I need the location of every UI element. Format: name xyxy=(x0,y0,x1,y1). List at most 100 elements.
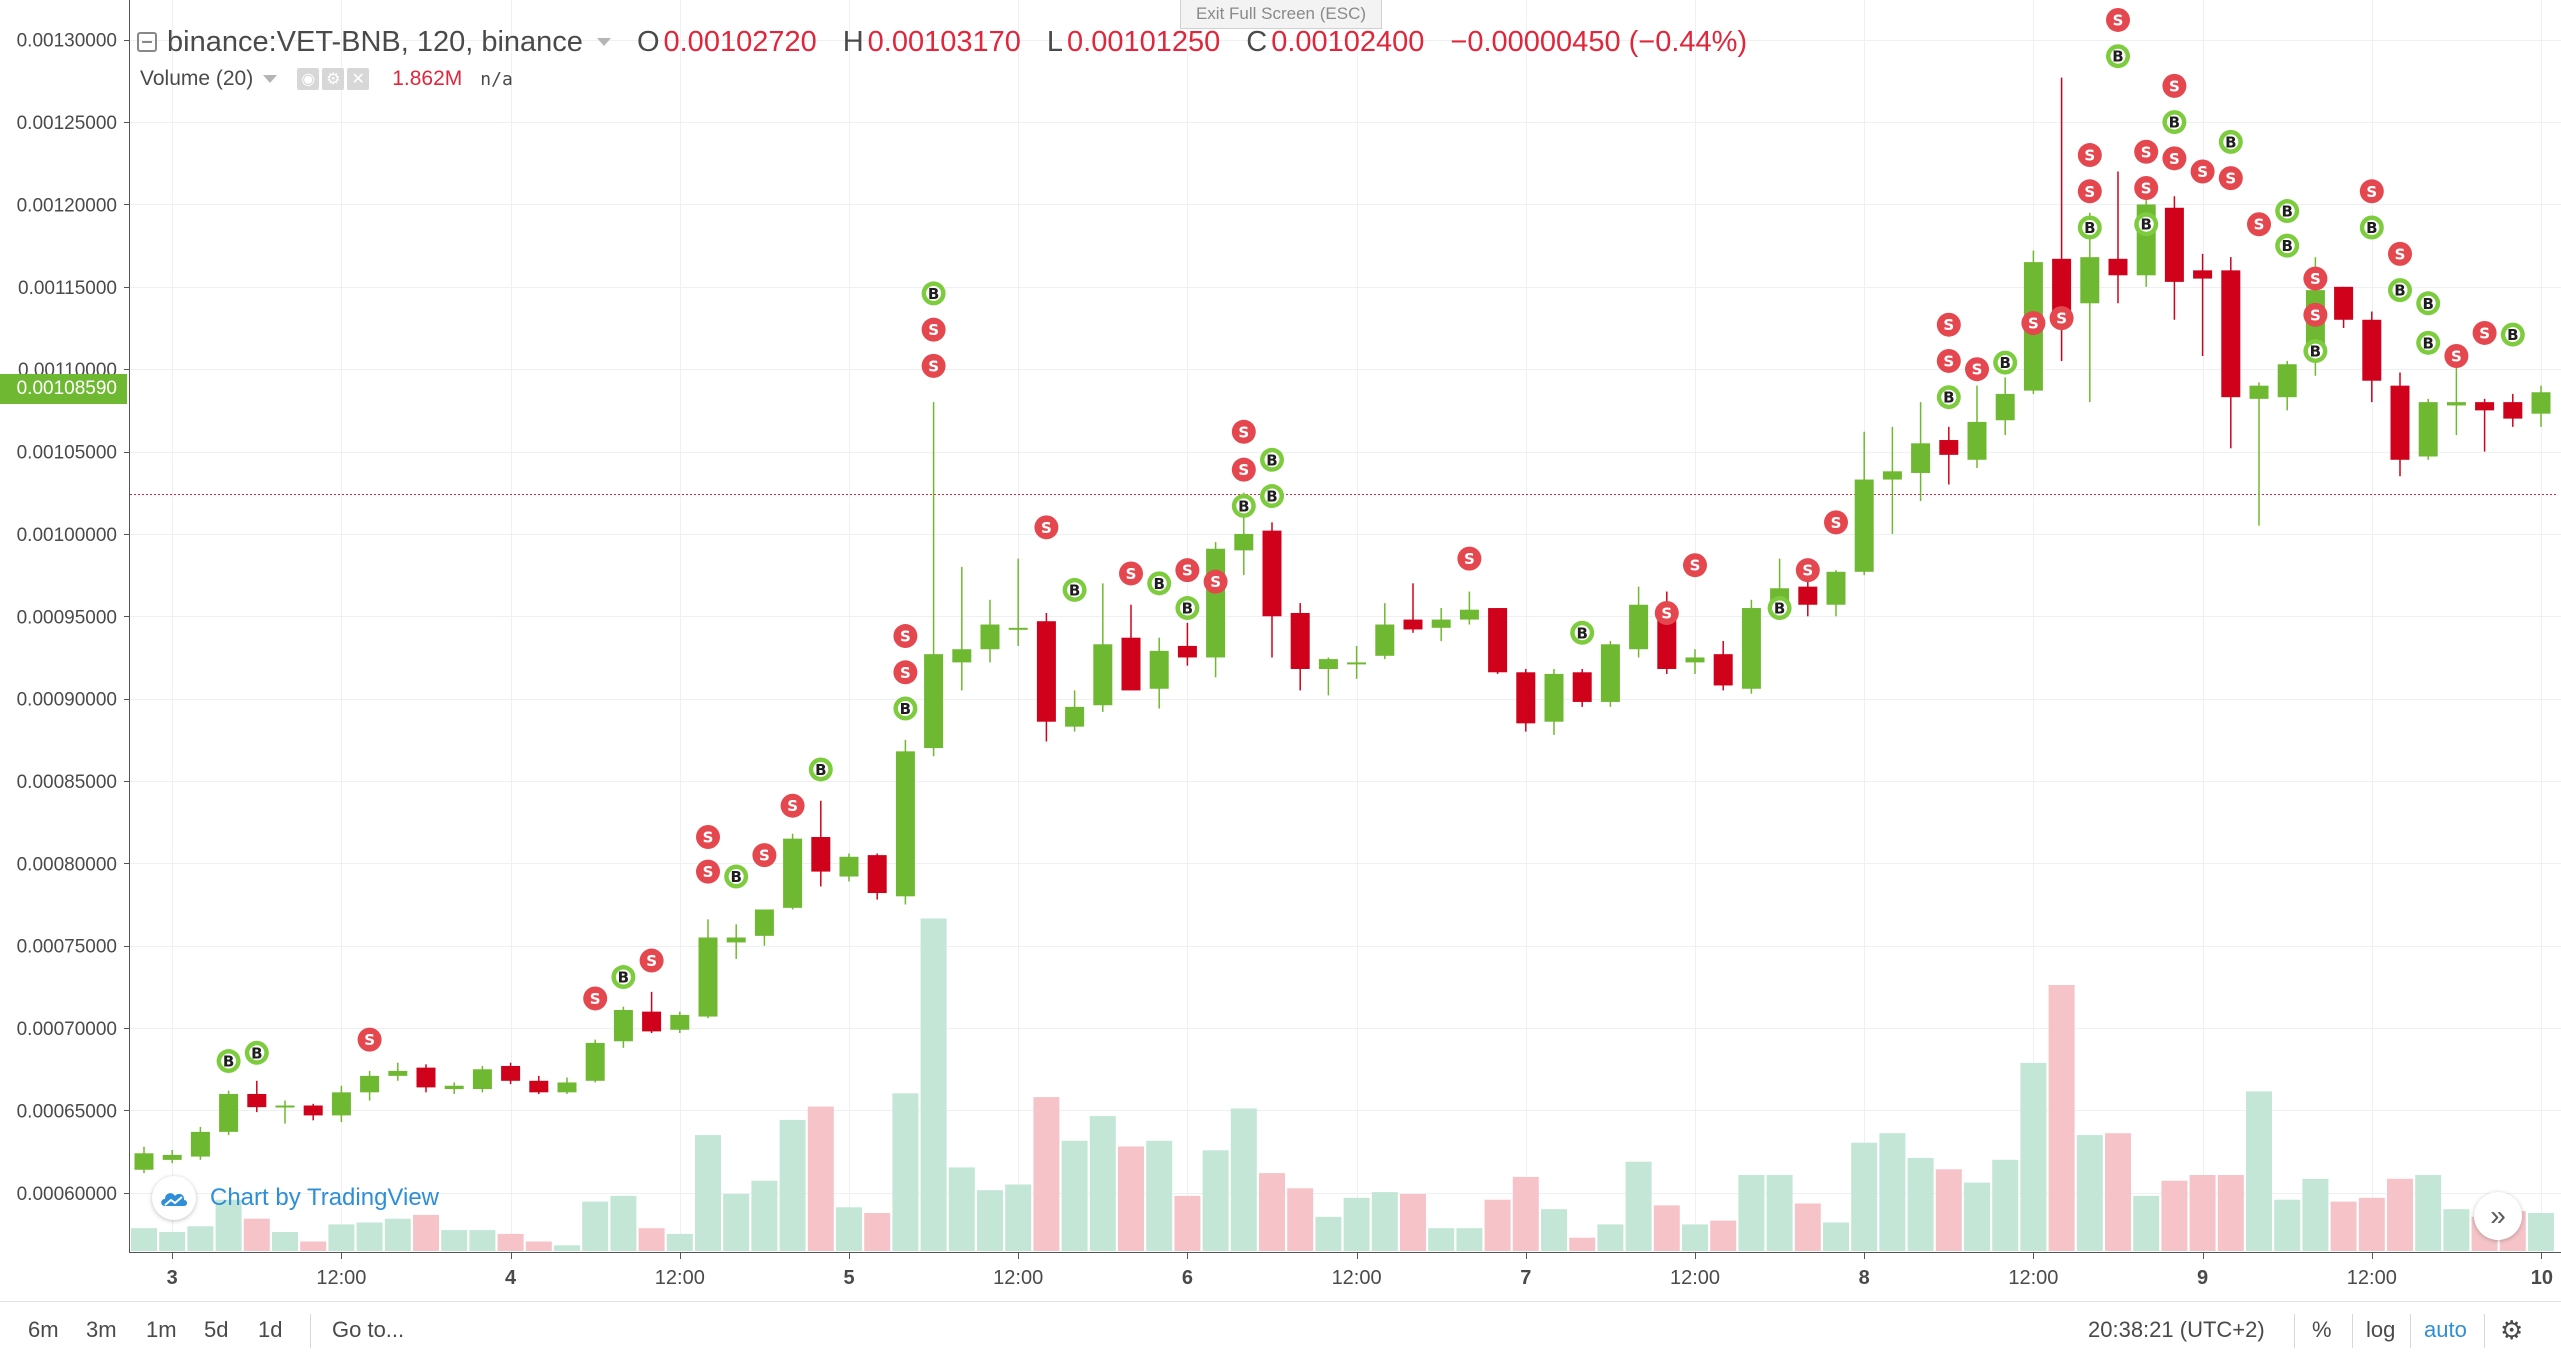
chevron-down-icon[interactable] xyxy=(596,38,611,46)
y-tick-label: 0.00090000 xyxy=(17,690,117,711)
buy-signal-marker: B xyxy=(2359,215,2384,240)
sell-signal-marker: S xyxy=(1231,457,1256,482)
y-tick-label: 0.00130000 xyxy=(17,31,117,52)
candle-body xyxy=(557,1082,577,1093)
buy-signal-marker: B xyxy=(1570,620,1595,645)
candle xyxy=(557,1077,577,1094)
range-6m-button[interactable]: 6m xyxy=(28,1317,59,1342)
scroll-to-latest-button[interactable]: » xyxy=(2474,1192,2522,1240)
toolbar-divider xyxy=(2410,1314,2411,1348)
buy-signal-marker: B xyxy=(2416,330,2441,355)
signal-inner xyxy=(700,829,716,845)
signal-inner xyxy=(1151,575,1167,591)
signal-letter: S xyxy=(2141,143,2152,161)
buy-signal-marker: B xyxy=(1993,350,2018,375)
signal-inner xyxy=(1461,551,1477,567)
signal-letter: S xyxy=(928,357,939,375)
candle xyxy=(2334,286,2354,329)
y-tick-label: 0.00065000 xyxy=(17,1101,117,1122)
signal-letter: B xyxy=(618,969,629,987)
tradingview-watermark[interactable]: Chart by TradingView xyxy=(152,1176,439,1220)
change-value: −0.00000450 (−0.44%) xyxy=(1450,25,1748,58)
candle-body xyxy=(360,1075,380,1093)
candle xyxy=(2221,257,2241,449)
sell-signal-marker: S xyxy=(2388,241,2412,266)
signal-inner xyxy=(813,761,829,777)
volume-bar xyxy=(1625,1161,1652,1251)
candle-body xyxy=(2446,402,2466,406)
signal-letter: B xyxy=(1576,624,1587,642)
y-tick-label: 0.00120000 xyxy=(17,195,117,216)
x-tick-label: 4 xyxy=(505,1267,517,1289)
signal-inner xyxy=(2420,295,2436,311)
signal-inner xyxy=(1179,562,1195,578)
log-toggle[interactable]: log xyxy=(2366,1317,2396,1342)
watermark-text[interactable]: Chart by TradingView xyxy=(210,1184,440,1211)
volume-bar xyxy=(525,1241,552,1251)
volume-bar xyxy=(836,1207,862,1251)
collapse-icon[interactable] xyxy=(137,32,157,52)
candle-body xyxy=(1572,672,1592,702)
x-tick-label: 12:00 xyxy=(2008,1267,2058,1289)
symbol-title[interactable]: binance:VET-BNB, 120, binance xyxy=(167,25,583,58)
signal-letter: S xyxy=(1690,557,1701,575)
sell-signal-marker: S xyxy=(2162,146,2187,171)
volume-bar xyxy=(384,1218,411,1251)
time-axis[interactable]: 3 12:00 4 12:00 5 12:00 6 12:00 7 12:00 8 12:00 9 12:… xyxy=(167,1252,2553,1289)
percent-toggle[interactable]: % xyxy=(2312,1317,2332,1342)
range-1d-button[interactable]: 1d xyxy=(258,1317,283,1342)
price-chart[interactable]: B BSSBSSSBSSBBSSSSBSBSBSBSBSSBBSBSSBSSBSS… xyxy=(0,0,2561,1300)
signal-letter: S xyxy=(2197,163,2208,181)
candle-body xyxy=(219,1093,239,1132)
clock-display[interactable]: 20:38:21 (UTC+2) xyxy=(2088,1317,2265,1342)
signal-letter: S xyxy=(364,1031,375,1049)
auto-scale-toggle[interactable]: auto xyxy=(2424,1317,2467,1342)
gear-icon[interactable]: ⚙ xyxy=(2500,1314,2524,1345)
range-1m-button[interactable]: 1m xyxy=(146,1317,177,1342)
sell-signal-marker: S xyxy=(2303,266,2328,291)
candle-body xyxy=(2418,402,2438,457)
signal-inner xyxy=(785,798,801,814)
signal-inner xyxy=(897,664,913,680)
buy-signal-marker: B xyxy=(2077,215,2102,240)
signal-inner xyxy=(1236,424,1252,440)
toolbar-divider xyxy=(310,1314,311,1348)
signal-inner xyxy=(2448,348,2464,364)
signal-letter: B xyxy=(1153,575,1164,593)
candle xyxy=(2193,253,2213,357)
goto-button[interactable]: Go to... xyxy=(332,1317,405,1342)
volume-bar xyxy=(1766,1175,1793,1251)
volume-bar xyxy=(638,1228,665,1251)
candle xyxy=(1741,599,1761,694)
x-tick-label: 8 xyxy=(1859,1267,1870,1289)
sell-signal-marker: S xyxy=(2190,159,2215,184)
chevron-down-icon[interactable] xyxy=(263,75,278,83)
candle-body xyxy=(811,837,831,872)
range-3m-button[interactable]: 3m xyxy=(86,1317,117,1342)
candle-body xyxy=(1036,621,1056,722)
volume-label[interactable]: Volume (20) xyxy=(140,67,254,90)
signal-letter: S xyxy=(646,952,657,970)
candle xyxy=(1093,583,1113,712)
gear-icon[interactable]: ⚙ xyxy=(322,68,345,90)
candle-body xyxy=(1741,608,1761,689)
signal-letter: B xyxy=(2281,203,2292,221)
grid xyxy=(130,0,2561,1252)
eye-icon[interactable]: ◉ xyxy=(297,68,320,90)
signal-inner xyxy=(2223,170,2239,186)
close-icon[interactable]: ✕ xyxy=(347,68,370,90)
candle-body xyxy=(1431,619,1451,628)
signal-letter: B xyxy=(1999,354,2010,372)
sell-signal-marker: S xyxy=(2359,179,2384,204)
signal-inner xyxy=(1997,355,2013,371)
signal-letter: S xyxy=(1238,423,1249,441)
volume-bar xyxy=(1907,1157,1934,1251)
sell-signal-marker: S xyxy=(1457,546,1482,571)
sell-signal-marker: S xyxy=(921,317,946,342)
signal-letter: S xyxy=(2169,77,2180,95)
signal-inner xyxy=(1264,488,1280,504)
price-axis[interactable]: 0.00060000 0.00065000 0.00070000 0.00075000… xyxy=(17,31,130,1205)
exit-fullscreen-button[interactable]: Exit Full Screen (ESC) xyxy=(1180,0,1382,29)
range-5d-button[interactable]: 5d xyxy=(204,1317,229,1342)
candle xyxy=(1008,558,1028,646)
